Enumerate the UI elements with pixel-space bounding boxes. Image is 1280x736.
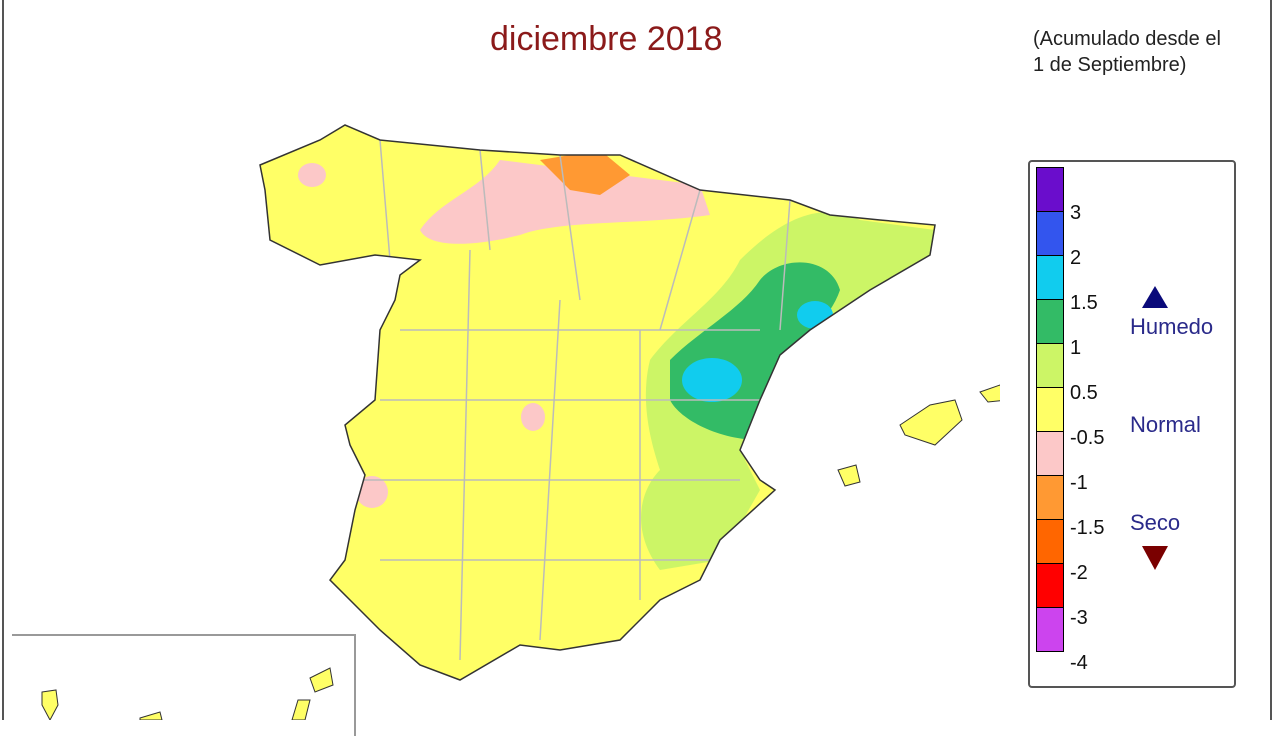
map-subtitle: (Acumulado desde el 1 de Septiembre) [1033, 26, 1221, 78]
legend-swatch [1036, 519, 1064, 564]
map-title: diciembre 2018 [490, 20, 723, 58]
subtitle-line-1: (Acumulado desde el [1033, 28, 1221, 50]
legend-swatch [1036, 387, 1064, 432]
region-dry-cantabria [540, 150, 630, 195]
legend-swatch [1036, 607, 1064, 652]
region-below-normal-north [420, 160, 710, 244]
legend: 3 2 1.5 1 0.5 -0.5 -1 -1.5 -2 -3 -4 Humedo Normal … [1028, 160, 1236, 688]
legend-tick: 3 [1070, 202, 1082, 224]
ibiza [837, 464, 861, 487]
spain-map [41, 124, 1000, 720]
legend-swatch [1036, 299, 1064, 344]
frame-right [1270, 0, 1272, 720]
region-very-wet-2 [797, 301, 833, 329]
canary-tenerife [139, 711, 163, 720]
mallorca [899, 399, 963, 446]
legend-tick: 2 [1070, 247, 1082, 269]
legend-tick: -3 [1070, 607, 1088, 629]
wet-label: Humedo [1130, 314, 1214, 339]
legend-swatch [1036, 563, 1064, 608]
canary-fuerteventura [291, 699, 311, 720]
legend-tick: -2 [1070, 562, 1088, 584]
canary-lanzarote [309, 667, 334, 693]
legend-swatch [1036, 343, 1064, 388]
normal-label: Normal [1130, 412, 1201, 437]
legend-swatch [1036, 431, 1064, 476]
legend-tick: -4 [1070, 652, 1088, 674]
legend-tick: 0.5 [1070, 382, 1098, 404]
region-very-wet-1 [682, 358, 742, 402]
legend-swatch [1036, 475, 1064, 520]
legend-tick: -0.5 [1070, 427, 1105, 449]
legend-swatch [1036, 167, 1064, 212]
subtitle-line-2: 1 de Septiembre) [1033, 54, 1187, 76]
wet-arrow-icon [1142, 286, 1168, 308]
legend-tick: -1 [1070, 472, 1088, 494]
dry-label: Seco [1130, 510, 1181, 535]
frame-left [2, 0, 4, 720]
region-below-normal-madrid [521, 403, 545, 431]
legend-tick: 1.5 [1070, 292, 1098, 314]
canary-islands-inset [12, 634, 356, 736]
canary-la-palma [41, 689, 59, 720]
province-borders [360, 139, 791, 661]
region-below-normal-extremadura [356, 476, 388, 508]
legend-tick: 1 [1070, 337, 1082, 359]
legend-tick: -1.5 [1070, 517, 1105, 539]
region-below-normal-galicia [298, 163, 326, 187]
legend-color-bar [1036, 167, 1064, 652]
legend-swatch [1036, 255, 1064, 300]
dry-arrow-icon [1142, 546, 1168, 570]
legend-swatch [1036, 211, 1064, 256]
menorca [979, 384, 1000, 403]
